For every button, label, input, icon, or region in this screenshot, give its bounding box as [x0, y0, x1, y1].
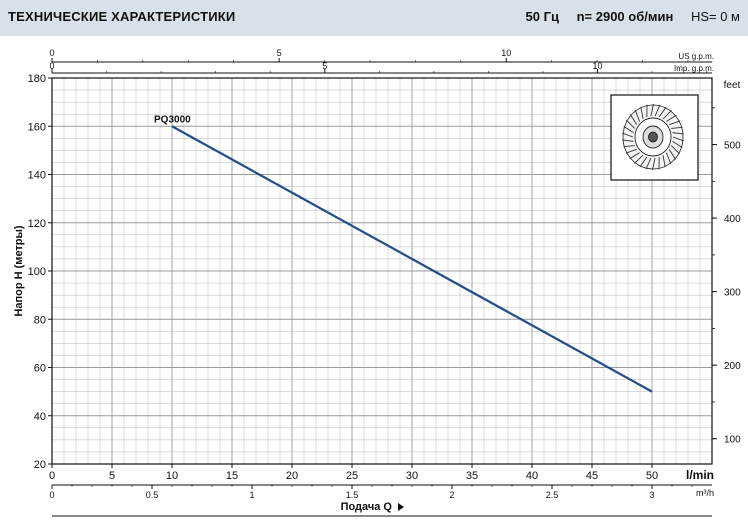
x-axis-label: l/min	[686, 468, 714, 482]
m3h-axis-label: m³/h	[696, 488, 714, 498]
us-gpm-axis-label: US g.p.m.	[678, 52, 714, 61]
right-tick-label: 500	[724, 141, 741, 152]
impeller-vane	[625, 148, 637, 154]
imp-gpm-tick-label: 10	[593, 61, 603, 71]
impeller-vane	[629, 152, 640, 160]
impeller-vane	[662, 155, 666, 168]
us-gpm-tick-label: 0	[49, 48, 54, 58]
m3h-tick-label: 1	[249, 490, 254, 500]
m3h-tick-label: 0.5	[146, 490, 159, 500]
impeller-vane	[650, 103, 654, 117]
imp-gpm-axis-label: Imp. g.p.m.	[674, 64, 714, 73]
y-tick-label: 80	[34, 314, 46, 326]
imp-gpm-tick-label: 0	[49, 61, 54, 71]
y-tick-label: 140	[28, 170, 46, 182]
right-tick-label: 200	[724, 361, 741, 372]
impeller-vane	[665, 152, 672, 165]
x-tick-label: 5	[109, 470, 115, 482]
impeller-vane	[658, 106, 667, 118]
impeller-vane	[670, 145, 680, 155]
header-frequency: 50 Гц	[525, 9, 559, 24]
impeller-vane	[629, 114, 638, 125]
impeller-image	[610, 94, 699, 181]
y-tick-label: 160	[28, 121, 46, 133]
x-tick-label: 20	[286, 470, 298, 482]
impeller-vane	[668, 149, 677, 160]
series-line-pq3000	[171, 125, 653, 393]
imp-gpm-tick-label: 5	[322, 61, 327, 71]
impeller-vane	[626, 119, 636, 129]
impeller-vane	[669, 120, 681, 126]
right-axis-label: feet	[724, 80, 741, 91]
impeller-vane	[672, 132, 684, 135]
x-tick-label: 35	[466, 470, 478, 482]
y-tick-label: 180	[28, 73, 46, 85]
us-gpm-tick-label: 10	[501, 48, 511, 58]
impeller-vane	[671, 126, 683, 129]
header-hs: HS= 0 м	[690, 9, 740, 24]
m3h-tick-label: 3	[649, 490, 654, 500]
header-bar: ТЕХНИЧЕСКИЕ ХАРАКТЕРИСТИКИ 50 Гц n= 2900…	[0, 0, 748, 36]
x-tick-label: 45	[586, 470, 598, 482]
right-tick-label: 400	[724, 214, 741, 225]
impeller-vane	[672, 140, 683, 149]
m3h-tick-label: 0	[49, 490, 54, 500]
series-label-pq3000: PQ3000	[154, 114, 191, 125]
y-axis-label: Напор H (метры)	[13, 225, 25, 316]
y-tick-label: 60	[34, 363, 46, 375]
series: PQ3000	[154, 114, 653, 393]
x-tick-label: 40	[526, 470, 538, 482]
y-tick-label: 20	[34, 459, 46, 471]
impeller-vane	[662, 110, 672, 120]
right-tick-label: 100	[724, 435, 741, 446]
flow-arrow-icon	[398, 503, 404, 511]
us-gpm-tick-label: 5	[277, 48, 282, 58]
impeller-bore	[648, 131, 658, 143]
impeller-vane	[645, 157, 652, 170]
header-specs: 50 Гц n= 2900 об/мин HS= 0 м	[526, 9, 740, 24]
impeller-vane	[623, 125, 634, 134]
x-tick-label: 30	[406, 470, 418, 482]
m3h-tick-label: 2	[449, 490, 454, 500]
flow-caption: Подача Q	[341, 501, 393, 513]
impeller-vane	[666, 114, 677, 122]
right-tick-label: 300	[724, 288, 741, 299]
header-title: ТЕХНИЧЕСКИЕ ХАРАКТЕРИСТИКИ	[8, 9, 236, 24]
impeller-vane	[634, 154, 644, 164]
x-tick-label: 10	[166, 470, 178, 482]
x-tick-label: 0	[49, 470, 55, 482]
impeller-vane	[639, 156, 648, 168]
header-speed: n= 2900 об/мин	[576, 9, 674, 24]
impeller-vane	[634, 109, 641, 122]
m3h-tick-label: 2.5	[546, 490, 559, 500]
m3h-tick-label: 1.5	[346, 490, 359, 500]
y-tick-label: 100	[28, 266, 46, 278]
impeller-vane	[654, 104, 661, 117]
x-tick-label: 15	[226, 470, 238, 482]
grid	[51, 77, 713, 465]
impeller-vane	[672, 136, 684, 142]
x-tick-label: 25	[346, 470, 358, 482]
y-tick-label: 40	[34, 411, 46, 423]
y-tick-label: 120	[28, 218, 46, 230]
impeller-vane	[640, 106, 644, 119]
impeller-vane	[652, 157, 656, 171]
impeller-vane	[622, 132, 634, 138]
impeller-vane	[623, 145, 635, 148]
impeller-vane	[622, 139, 634, 142]
x-tick-label: 50	[646, 470, 658, 482]
